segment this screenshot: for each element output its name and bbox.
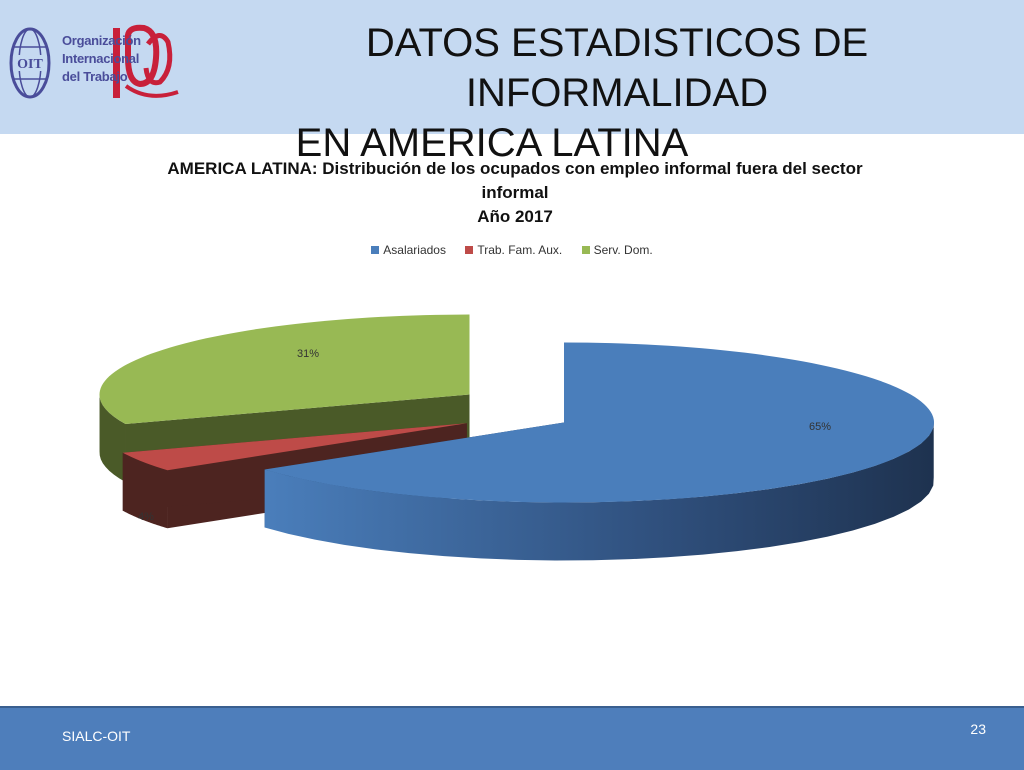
logo-text-line-3: del Trabajo <box>62 69 128 84</box>
slice-asalariados <box>264 342 935 503</box>
chart-legend: Asalariados Trab. Fam. Aux. Serv. Dom. <box>0 243 1024 257</box>
legend-label-serv-dom: Serv. Dom. <box>593 243 653 257</box>
svg-text:OIT: OIT <box>17 57 43 72</box>
legend-swatch-serv-dom <box>581 246 590 254</box>
logo-text-line-1: Organización <box>62 33 141 48</box>
legend-swatch-trab-fam-aux <box>465 246 474 254</box>
data-label-serv-dom: 31% <box>297 348 319 360</box>
slide-title-line-1: DATOS ESTADISTICOS DE INFORMALIDAD <box>365 21 869 115</box>
data-label-trab-fam-aux: 4% <box>138 511 154 523</box>
slice-trab-fam-aux <box>122 423 467 471</box>
slice-outer-wall-serv-dom <box>99 393 126 482</box>
slice-serv-dom <box>99 314 470 424</box>
page-number: 23 <box>970 721 986 737</box>
legend-label-asalariados: Asalariados <box>383 243 446 257</box>
legend-item-asalariados: Asalariados <box>371 243 446 257</box>
legend-item-serv-dom: Serv. Dom. <box>581 243 653 257</box>
slide-footer: SIALC-OIT 23 <box>0 706 1024 770</box>
slide-title: DATOS ESTADISTICOS DE INFORMALIDAD EN AM… <box>210 18 1024 168</box>
legend-item-trab-fam-aux: Trab. Fam. Aux. <box>465 243 562 257</box>
chart-title-line-2: informal <box>481 183 549 202</box>
chart-title: AMERICA LATINA: Distribución de los ocup… <box>140 157 890 229</box>
slice-outer-wall-asalariados <box>264 419 934 561</box>
slice-outer-wall-trab-fam-aux <box>122 452 168 529</box>
slide-title-line-2: EN AMERICA LATINA <box>295 121 689 165</box>
oit-logo: OIT Organización Internacional del Traba… <box>8 22 180 104</box>
chart-title-line-3: Año 2017 <box>477 207 553 226</box>
footer-source: SIALC-OIT <box>62 728 131 744</box>
slide-header: OIT Organización Internacional del Traba… <box>0 0 1024 165</box>
legend-label-trab-fam-aux: Trab. Fam. Aux. <box>477 243 563 257</box>
logo-text-line-2: Internacional <box>62 51 140 66</box>
chart-title-line-1: AMERICA LATINA: Distribución de los ocup… <box>167 159 863 178</box>
legend-swatch-asalariados <box>371 246 380 254</box>
logo-organization-name: Organización Internacional del Trabajo <box>62 32 141 86</box>
data-label-asalariados: 65% <box>809 421 831 433</box>
